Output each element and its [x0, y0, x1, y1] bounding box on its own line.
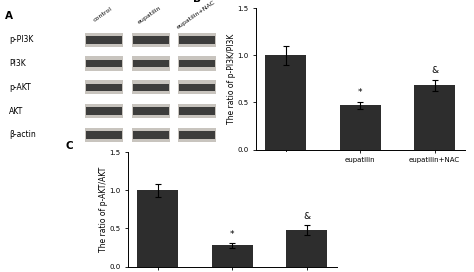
Bar: [212, 245, 253, 267]
Bar: [414, 85, 455, 150]
Text: p-AKT: p-AKT: [9, 83, 31, 92]
Bar: [133, 60, 169, 67]
Bar: [180, 36, 215, 44]
Text: C: C: [65, 141, 73, 151]
Bar: [133, 107, 169, 115]
Bar: [137, 190, 178, 267]
Bar: [86, 36, 122, 44]
Text: control: control: [92, 6, 113, 23]
Text: &: &: [303, 212, 310, 221]
Bar: [132, 104, 170, 118]
Bar: [133, 36, 169, 44]
Bar: [180, 84, 215, 91]
Y-axis label: The ratio of p-PI3K/PI3K: The ratio of p-PI3K/PI3K: [227, 34, 236, 124]
Bar: [85, 128, 123, 142]
Bar: [132, 33, 170, 47]
Bar: [86, 60, 122, 67]
Bar: [133, 131, 169, 139]
Bar: [286, 230, 327, 267]
Text: p-PI3K: p-PI3K: [9, 35, 34, 44]
Text: *: *: [358, 88, 363, 97]
Bar: [178, 33, 217, 47]
Bar: [133, 84, 169, 91]
Text: A: A: [5, 11, 13, 21]
Bar: [178, 80, 217, 94]
Bar: [132, 80, 170, 94]
Bar: [340, 105, 381, 150]
Bar: [132, 128, 170, 142]
Bar: [178, 128, 217, 142]
Text: PI3K: PI3K: [9, 59, 26, 68]
Text: AKT: AKT: [9, 107, 23, 116]
Text: β-actin: β-actin: [9, 130, 36, 139]
Text: &: &: [431, 66, 438, 75]
Bar: [178, 57, 217, 71]
Text: B: B: [193, 0, 201, 4]
Bar: [265, 55, 306, 150]
Bar: [86, 131, 122, 139]
Bar: [178, 104, 217, 118]
Bar: [132, 57, 170, 71]
Bar: [85, 57, 123, 71]
Bar: [85, 33, 123, 47]
Text: eupatilin: eupatilin: [137, 5, 162, 24]
Bar: [180, 107, 215, 115]
Bar: [85, 80, 123, 94]
Text: *: *: [230, 230, 235, 239]
Bar: [86, 107, 122, 115]
Text: eupatilin+NAC: eupatilin+NAC: [176, 0, 216, 30]
Bar: [180, 131, 215, 139]
Bar: [85, 104, 123, 118]
Bar: [86, 84, 122, 91]
Bar: [180, 60, 215, 67]
Y-axis label: The ratio of p-AKT/AKT: The ratio of p-AKT/AKT: [99, 167, 108, 252]
